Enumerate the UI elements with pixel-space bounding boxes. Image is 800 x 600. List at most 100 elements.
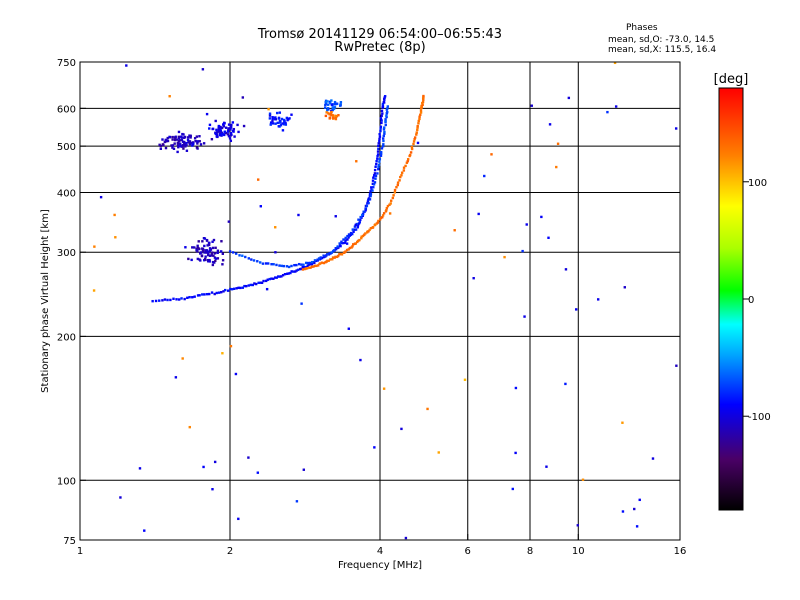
trace-point bbox=[421, 103, 424, 107]
cluster-point bbox=[198, 135, 201, 138]
cluster-point bbox=[220, 240, 223, 243]
noise-point bbox=[202, 465, 205, 469]
trace-point bbox=[310, 262, 314, 266]
cluster-point bbox=[281, 122, 284, 125]
trace-point bbox=[383, 130, 386, 134]
trace-point bbox=[382, 128, 386, 131]
trace-point bbox=[277, 275, 280, 278]
noise-point bbox=[295, 500, 299, 503]
trace-point bbox=[354, 242, 358, 245]
trace-point bbox=[376, 153, 380, 156]
noise-point bbox=[564, 268, 568, 271]
trace-point bbox=[223, 288, 227, 292]
noise-point bbox=[523, 315, 526, 318]
trace-point bbox=[306, 261, 310, 265]
trace-point bbox=[367, 198, 370, 201]
trace-point bbox=[287, 265, 291, 269]
noise-point bbox=[297, 213, 300, 217]
trace-point bbox=[354, 228, 358, 231]
trace-point bbox=[369, 190, 372, 193]
noise-point bbox=[621, 421, 624, 424]
trace-point bbox=[393, 188, 397, 192]
noise-point bbox=[623, 286, 626, 289]
cluster-point bbox=[326, 100, 329, 103]
trace-point bbox=[316, 264, 320, 267]
trace-point bbox=[322, 254, 325, 257]
y-tick-label: 200 bbox=[57, 332, 76, 343]
cluster-point bbox=[202, 142, 206, 145]
trace-point bbox=[382, 139, 385, 143]
noise-point bbox=[237, 517, 240, 521]
cluster-point bbox=[177, 135, 180, 139]
cluster-point bbox=[208, 249, 212, 253]
cluster-point bbox=[176, 144, 180, 147]
trace-point bbox=[358, 238, 361, 242]
cluster-point bbox=[194, 139, 197, 143]
cluster-point bbox=[328, 113, 331, 116]
trace-point bbox=[360, 236, 363, 240]
trace-point bbox=[172, 297, 175, 300]
cluster-point bbox=[178, 142, 182, 145]
cluster-point bbox=[171, 146, 174, 149]
trace-point bbox=[421, 100, 425, 104]
trace-point bbox=[161, 299, 164, 302]
trace-point bbox=[313, 264, 317, 268]
trace-point bbox=[317, 257, 321, 260]
trace-point bbox=[373, 181, 377, 184]
cluster-point bbox=[216, 131, 219, 134]
cluster-point bbox=[227, 123, 231, 126]
trace-point bbox=[186, 296, 189, 299]
trace-point bbox=[385, 114, 388, 117]
trace-point bbox=[272, 263, 275, 266]
cluster-point bbox=[214, 259, 217, 263]
noise-point bbox=[576, 524, 579, 527]
cluster-point bbox=[324, 100, 327, 104]
trace-point bbox=[301, 268, 305, 271]
trace-point bbox=[322, 261, 326, 265]
trace-point bbox=[215, 291, 218, 295]
cluster-point bbox=[205, 239, 209, 242]
cluster-point bbox=[271, 117, 274, 121]
trace-point bbox=[296, 268, 300, 272]
trace-point bbox=[420, 106, 424, 109]
trace-point bbox=[396, 183, 399, 187]
noise-point bbox=[213, 460, 217, 464]
cluster-point bbox=[196, 257, 200, 261]
trace-point bbox=[361, 213, 364, 217]
trace-point bbox=[331, 258, 334, 261]
trace-point bbox=[252, 259, 256, 262]
trace-point bbox=[247, 257, 250, 260]
trace-point bbox=[386, 107, 389, 110]
cluster-point bbox=[213, 252, 217, 255]
trace-point bbox=[220, 291, 223, 294]
cluster-point bbox=[211, 260, 215, 264]
noise-point bbox=[274, 251, 277, 254]
trace-point bbox=[213, 292, 216, 296]
trace-point bbox=[371, 179, 375, 182]
trace-point bbox=[419, 109, 423, 112]
noise-point bbox=[355, 160, 358, 163]
trace-point bbox=[415, 131, 418, 134]
cluster-point bbox=[177, 145, 180, 149]
cluster-point bbox=[206, 258, 210, 262]
noise-point bbox=[256, 471, 260, 474]
cluster-point bbox=[277, 117, 281, 120]
trace-point bbox=[374, 165, 377, 168]
trace-point bbox=[278, 275, 281, 278]
trace-point bbox=[289, 271, 292, 275]
cluster-point bbox=[195, 135, 199, 138]
noise-point bbox=[463, 378, 467, 381]
noise-point bbox=[382, 387, 386, 390]
cluster-point bbox=[198, 258, 201, 261]
cluster-point bbox=[271, 122, 275, 125]
trace-point bbox=[371, 189, 374, 192]
noise-point bbox=[211, 488, 214, 491]
trace-point bbox=[324, 255, 327, 258]
cluster-point bbox=[166, 136, 169, 140]
trace-point bbox=[416, 124, 419, 128]
trace-point bbox=[377, 219, 380, 223]
cluster-point bbox=[212, 238, 216, 242]
trace-point bbox=[241, 254, 244, 257]
cluster-point bbox=[182, 140, 186, 144]
cluster-point bbox=[337, 113, 340, 117]
